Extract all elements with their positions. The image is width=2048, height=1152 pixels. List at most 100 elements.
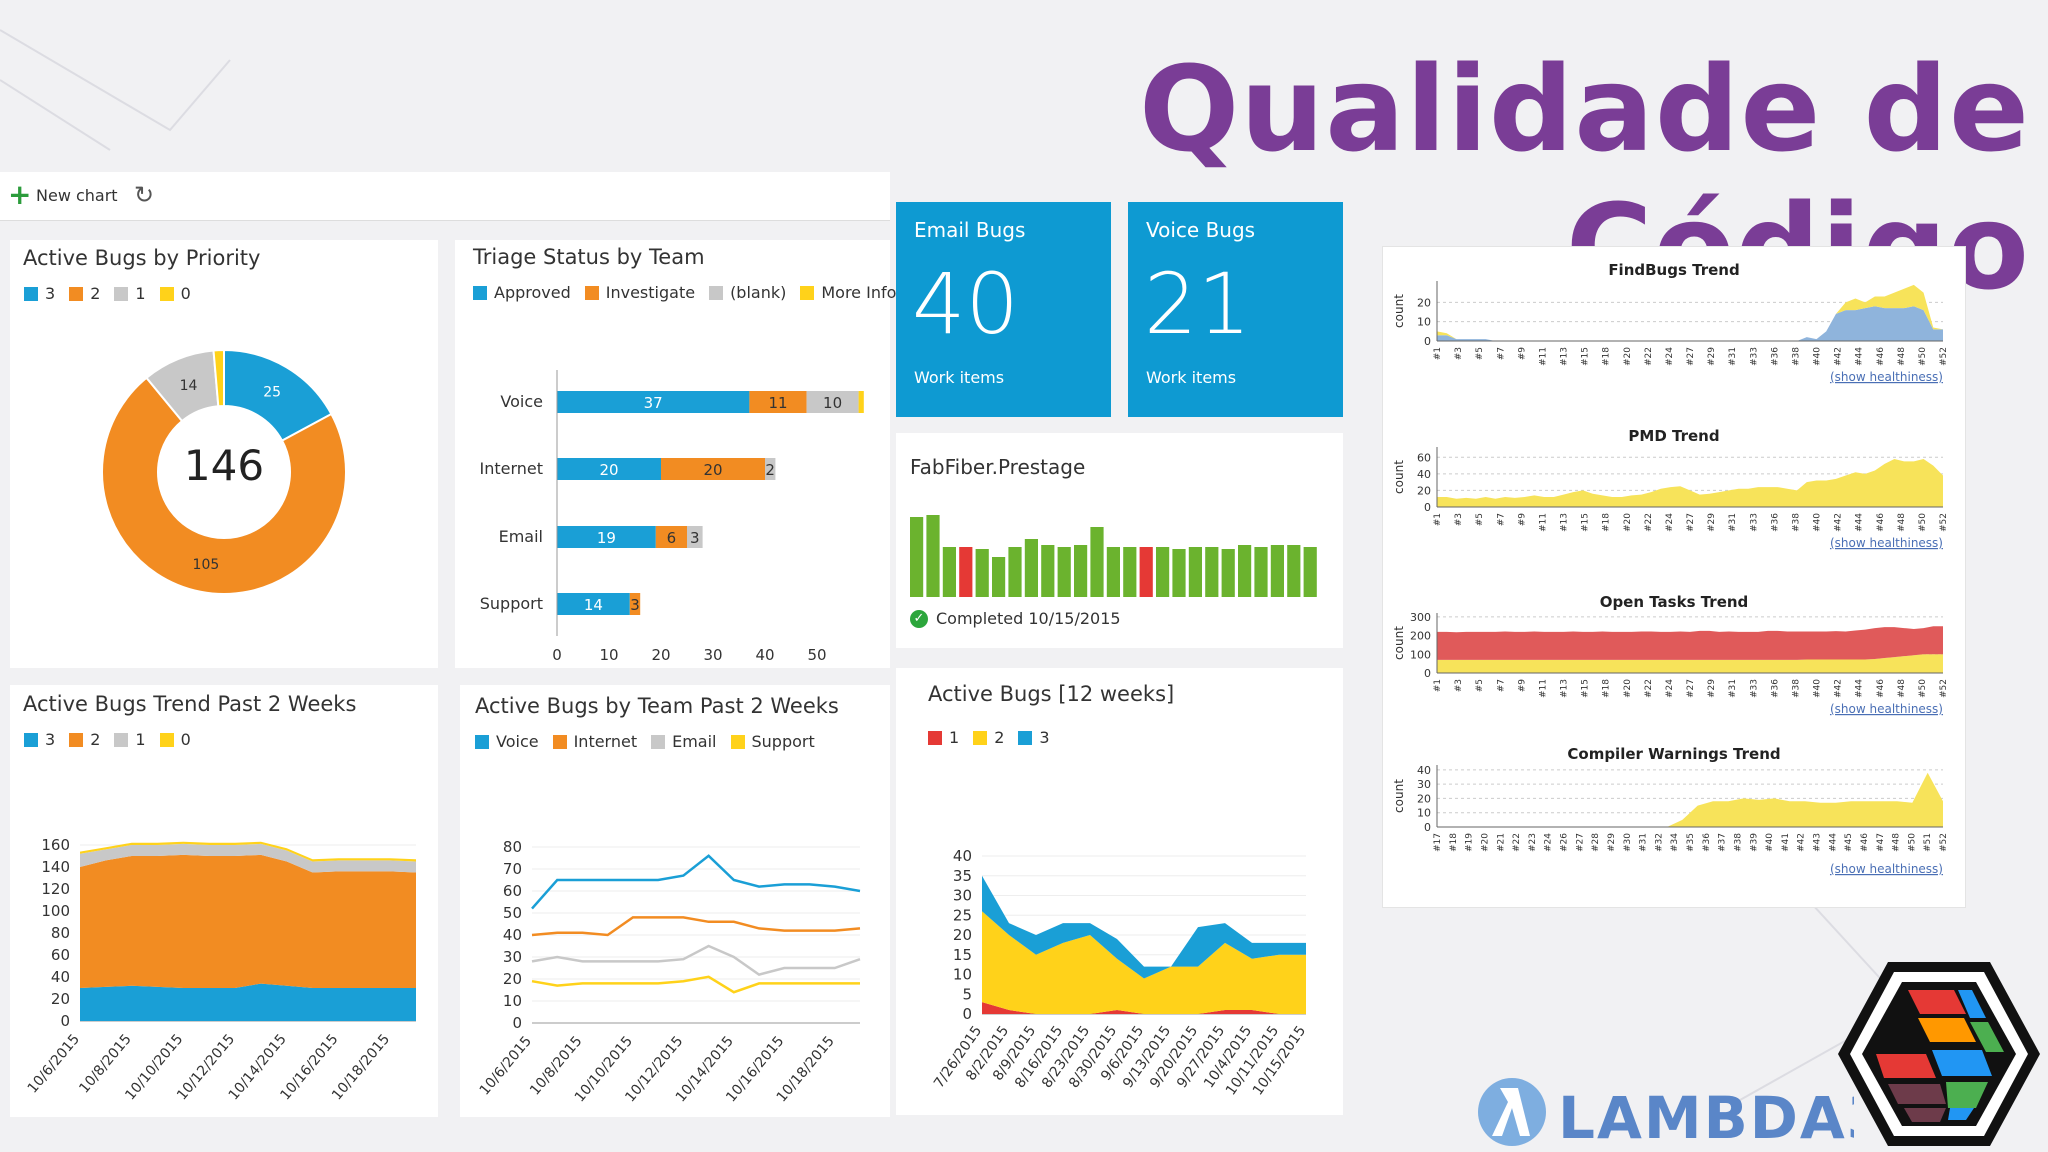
voice-bugs-tile[interactable]: Voice Bugs 21 Work items <box>1128 202 1343 417</box>
triage-panel[interactable]: Triage Status by Team Approved Investiga… <box>455 240 896 668</box>
priority-trend-legend: 3 2 1 0 <box>24 730 205 749</box>
trend-chart-y-tick: 60 <box>1417 451 1431 464</box>
weeks-title: Active Bugs [12 weeks] <box>928 682 1175 706</box>
trend-chart-x-tick: #3 <box>1454 347 1464 360</box>
donut-label-2: 105 <box>193 557 220 573</box>
trend-chart-x-tick: #15 <box>1581 679 1591 698</box>
triage-bar-segment <box>749 391 807 413</box>
build-bar <box>1287 545 1301 597</box>
trend-chart-x-tick: #3 <box>1454 679 1464 692</box>
show-healthiness-link[interactable]: (show healthiness) <box>1830 862 1943 876</box>
trend-chart-x-tick: #7 <box>1496 513 1506 526</box>
trend-chart-y-tick: 200 <box>1410 630 1431 643</box>
trend-chart-x-tick: #38 <box>1791 347 1801 366</box>
trend-chart-x-tick: #50 <box>1918 347 1928 366</box>
trend-chart-x-tick: #45 <box>1844 833 1854 852</box>
build-bar <box>1205 547 1219 597</box>
build-bar <box>1238 545 1252 597</box>
legend-item-3: 3 <box>24 730 55 749</box>
trend-chart-x-tick: #40 <box>1765 833 1775 852</box>
trend-chart-x-tick: #47 <box>1876 833 1886 852</box>
plus-icon[interactable]: + <box>8 178 32 211</box>
trend-chart-x-tick: #48 <box>1892 833 1902 852</box>
email-bugs-tile[interactable]: Email Bugs 40 Work items <box>896 202 1111 417</box>
legend-item-3: 3 <box>1018 728 1050 747</box>
donut-slice-2 <box>101 376 347 595</box>
trend-chart-x-tick: #32 <box>1654 833 1664 852</box>
trend-chart-title: Compiler Warnings Trend <box>1567 745 1780 763</box>
undefined-y-tick: 100 <box>41 902 70 920</box>
trend-chart-x-tick: #36 <box>1770 679 1780 698</box>
trend-chart-x-tick: #24 <box>1665 679 1675 698</box>
weeks-y-tick: 15 <box>953 946 972 964</box>
trend-chart-x-tick: #29 <box>1707 347 1717 366</box>
trend-chart-x-tick: #27 <box>1686 679 1696 698</box>
trend-chart-x-tick: #52 <box>1939 347 1949 366</box>
trend-chart-y-tick: 20 <box>1417 484 1431 497</box>
trend-chart-x-tick: #27 <box>1575 833 1585 852</box>
triage-x-tick: 40 <box>755 646 774 664</box>
weeks-y-tick: 35 <box>953 867 972 885</box>
trend-chart-x-tick: #50 <box>1918 513 1928 532</box>
trend-chart-x-tick: #3 <box>1454 513 1464 526</box>
weeks-y-tick: 0 <box>962 1005 972 1023</box>
trend-chart-ylabel: count <box>1392 294 1406 328</box>
new-chart-button[interactable]: New chart <box>36 186 118 205</box>
undefined-y-tick: 20 <box>51 990 70 1008</box>
priority-panel[interactable]: Active Bugs by Priority 3 2 1 0 25 105 14 … <box>10 240 438 668</box>
trend-chart-x-tick: #13 <box>1560 679 1570 698</box>
priority-legend: 3 2 1 0 <box>24 284 205 303</box>
trend-chart-ylabel: count <box>1392 779 1406 813</box>
trend-chart-x-tick: #50 <box>1907 833 1917 852</box>
refresh-icon[interactable]: ↻ <box>134 181 155 209</box>
trend-chart-x-tick: #24 <box>1665 513 1675 532</box>
show-healthiness-link[interactable]: (show healthiness) <box>1830 536 1943 550</box>
build-bar <box>1106 547 1120 597</box>
trend-chart-x-tick: #44 <box>1855 513 1865 532</box>
triage-bar-label: 10 <box>823 394 842 412</box>
trend-chart-x-tick: #36 <box>1770 347 1780 366</box>
weeks-area-2 <box>982 911 1306 1014</box>
trend-chart-area-blue <box>1437 306 1943 341</box>
trend-chart-x-tick: #13 <box>1560 347 1570 366</box>
show-healthiness-link[interactable]: (show healthiness) <box>1830 702 1943 716</box>
build-bar <box>1041 545 1055 597</box>
build-panel[interactable]: FabFiber.Prestage ✓ Completed 10/15/2015 <box>896 433 1343 648</box>
trend-chart-x-tick: #5 <box>1475 679 1485 692</box>
legend-item-support: Support <box>730 732 815 751</box>
build-bar <box>1188 547 1202 597</box>
build-bar <box>1221 549 1235 597</box>
build-bar <box>942 547 956 597</box>
legend-item-1: 1 <box>114 284 146 303</box>
trend-chart-x-tick: #20 <box>1623 513 1633 532</box>
email-bugs-sub: Work items <box>914 368 1005 387</box>
trend-chart-x-tick: #46 <box>1876 347 1886 366</box>
priority-trend-panel[interactable]: Active Bugs Trend Past 2 Weeks 3 2 1 0 0… <box>10 685 438 1117</box>
trend-chart-x-tick: #48 <box>1897 679 1907 698</box>
trend-chart-x-tick: #11 <box>1538 679 1548 698</box>
legend-item-2: 2 <box>69 730 100 749</box>
triage-row-label: Voice <box>500 392 543 411</box>
trend-chart-x-tick: #38 <box>1791 679 1801 698</box>
email-bugs-count: 40 <box>912 255 1019 353</box>
trend-chart-x-tick: #9 <box>1517 513 1527 527</box>
trend-chart-x-tick: #46 <box>1860 833 1870 852</box>
trend-chart-x-tick: #48 <box>1897 513 1907 532</box>
trend-chart-x-tick: #52 <box>1939 679 1949 698</box>
trend-chart-x-tick: #18 <box>1602 347 1612 366</box>
trend-chart-x-tick: #21 <box>1496 833 1506 852</box>
weeks-legend: 1 2 3 <box>928 728 1064 747</box>
legend-item-0: 0 <box>159 284 191 303</box>
trend-chart-x-tick: #38 <box>1791 513 1801 532</box>
triage-bar-segment <box>557 526 656 548</box>
show-healthiness-link[interactable]: (show healthiness) <box>1830 370 1943 384</box>
triage-bar-label: 20 <box>599 461 618 479</box>
trend-chart-x-tick: #23 <box>1528 833 1538 852</box>
trend-chart-x-tick: #7 <box>1496 347 1506 360</box>
trend-chart-x-tick: #52 <box>1939 833 1949 852</box>
weeks-panel[interactable]: Active Bugs [12 weeks] 1 2 3 0 5 10 15 20 25 3… <box>896 668 1343 1115</box>
trend-chart-x-tick: #31 <box>1728 679 1738 698</box>
team-trend-panel[interactable]: Active Bugs by Team Past 2 Weeks Voice I… <box>460 685 890 1117</box>
trend-chart-x-tick: #11 <box>1538 513 1548 532</box>
